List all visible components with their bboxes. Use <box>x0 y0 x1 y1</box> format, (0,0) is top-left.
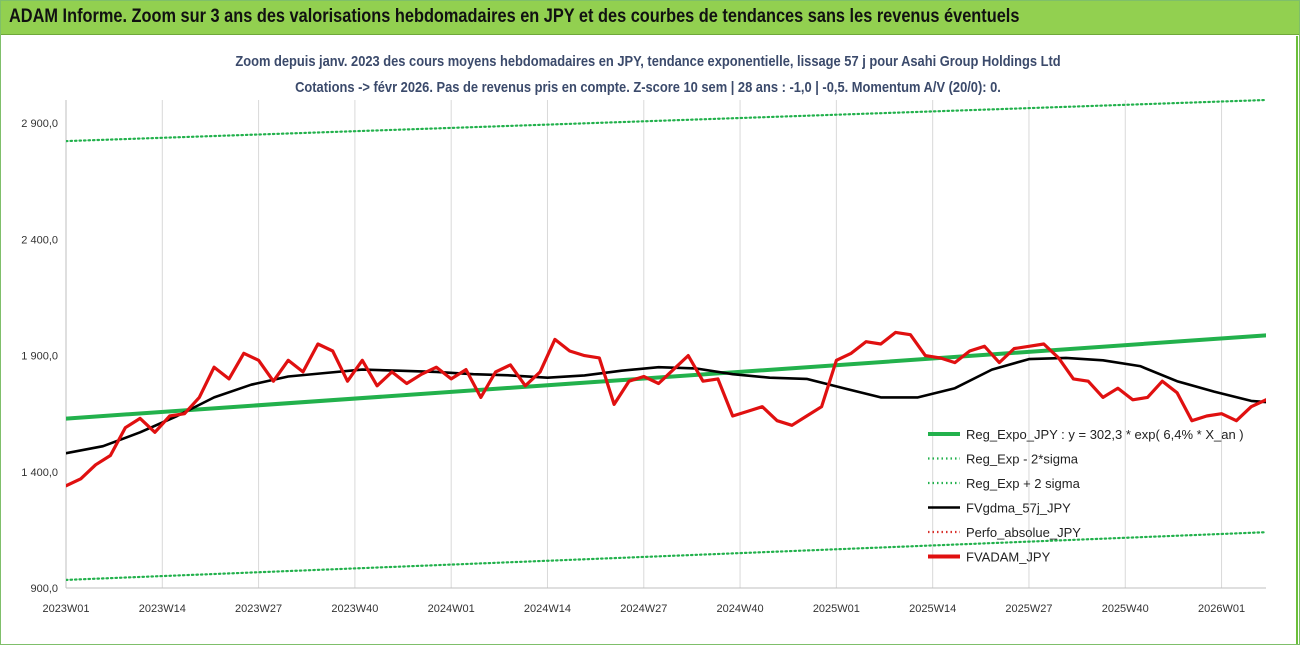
y-tick-label: 2 400,0 <box>21 234 58 246</box>
x-tick-label: 2023W14 <box>139 603 186 615</box>
legend-label: FVgdma_57j_JPY <box>966 501 1071 516</box>
report-header: ADAM Informe. Zoom sur 3 ans des valoris… <box>1 1 1299 35</box>
chart-titles: Zoom depuis janv. 2023 des cours moyens … <box>235 52 1060 95</box>
plot-area <box>66 100 1266 588</box>
legend-label: FVADAM_JPY <box>966 550 1051 565</box>
x-tick-label: 2024W01 <box>428 603 475 615</box>
x-tick-label: 2023W01 <box>42 603 89 615</box>
x-tick-label: 2026W01 <box>1198 603 1245 615</box>
report-title: ADAM Informe. Zoom sur 3 ans des valoris… <box>9 6 1020 27</box>
x-tick-label: 2024W14 <box>524 603 571 615</box>
x-tick-label: 2025W01 <box>813 603 860 615</box>
legend: Reg_Expo_JPY : y = 302,3 * exp( 6,4% * X… <box>928 427 1244 565</box>
chart-subtitle: Cotations -> févr 2026. Pas de revenus p… <box>295 78 1001 95</box>
y-tick-label: 2 900,0 <box>21 118 58 130</box>
x-tick-label: 2025W40 <box>1102 603 1149 615</box>
x-tick-label: 2024W27 <box>620 603 667 615</box>
legend-label: Reg_Exp - 2*sigma <box>966 452 1079 467</box>
axes: 2023W01 2023W14 2023W27 2023W40 2024W01 2024W… <box>21 100 1266 615</box>
grid <box>161 100 1223 588</box>
legend-label: Reg_Expo_JPY : y = 302,3 * exp( 6,4% * X… <box>966 427 1244 442</box>
chart-title: Zoom depuis janv. 2023 des cours moyens … <box>235 52 1060 69</box>
legend-label: Perfo_absolue_JPY <box>966 525 1081 540</box>
series-layer <box>66 98 1266 582</box>
x-tick-label: 2025W14 <box>909 603 956 615</box>
y-tick-label: 900,0 <box>30 583 58 595</box>
series-line-fvadam-jpy <box>66 330 1266 488</box>
y-tick-label: 1 400,0 <box>21 467 58 479</box>
x-tick-label: 2024W40 <box>717 603 764 615</box>
series-line-reg-exp <box>66 98 1266 143</box>
series-line-reg-exp <box>66 531 1266 582</box>
x-tick-label: 2023W40 <box>331 603 378 615</box>
x-tick-label: 2023W27 <box>235 603 282 615</box>
legend-label: Reg_Exp + 2 sigma <box>966 476 1081 491</box>
x-tick-label: 2025W27 <box>1005 603 1052 615</box>
right-edge-line <box>1296 36 1298 644</box>
y-tick-label: 1 900,0 <box>21 351 58 363</box>
